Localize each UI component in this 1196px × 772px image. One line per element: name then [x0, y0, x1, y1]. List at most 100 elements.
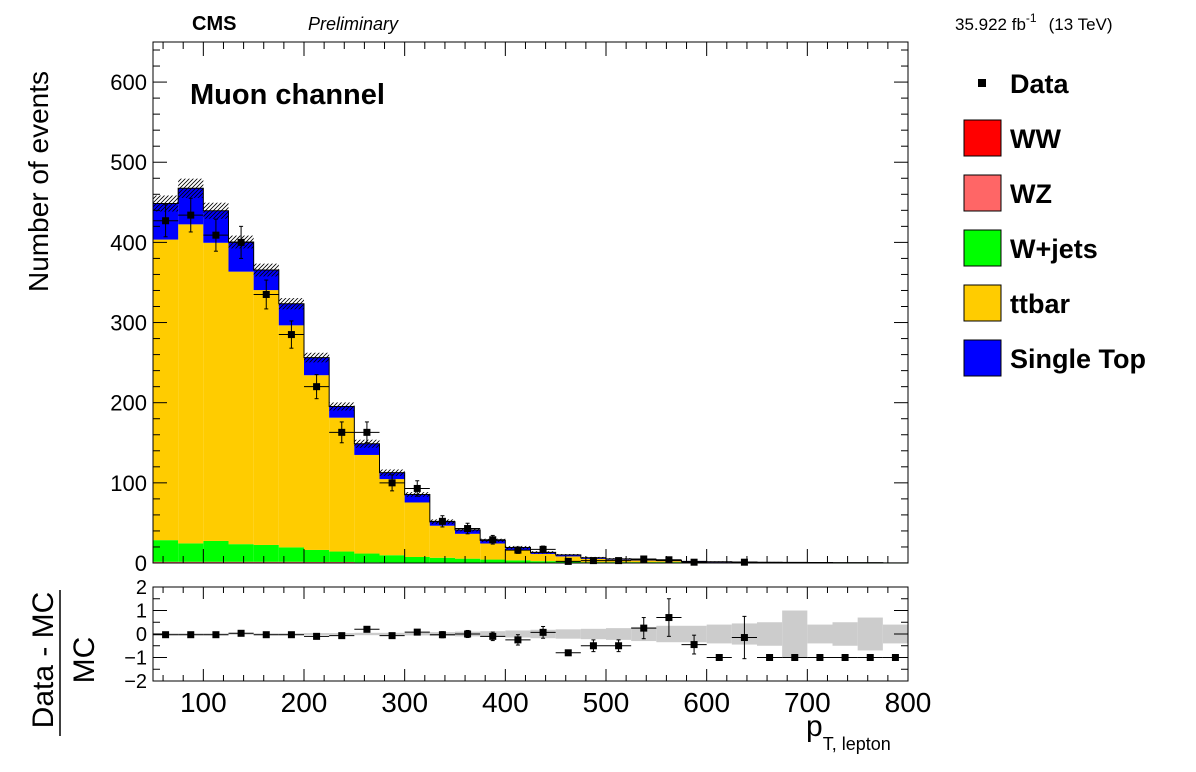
stack-bar-wz	[178, 561, 204, 563]
x-tick-label: 200	[281, 687, 328, 718]
data-point	[262, 290, 270, 298]
ratio-band-bin	[580, 628, 606, 640]
stack-bar-w-jets	[228, 544, 254, 562]
data-point	[489, 536, 497, 544]
stack-bar-w-jets	[404, 556, 430, 563]
data-point	[539, 545, 547, 553]
data-point	[187, 211, 195, 219]
x-axis-title: pT, lepton	[806, 710, 891, 754]
data-points	[153, 197, 757, 566]
data-point	[665, 556, 673, 564]
stack-bar-wz	[304, 561, 330, 563]
legend-marker-data	[978, 79, 986, 87]
stack-bar-w-jets	[480, 559, 506, 563]
uncertainty-hatch	[278, 298, 304, 310]
stack-bar-w-jets	[203, 540, 229, 562]
legend-label-ttbar: ttbar	[1010, 289, 1070, 319]
stack-bar-ttbar	[178, 224, 204, 544]
stack-bar-ttbar	[480, 543, 506, 560]
luminosity-exponent: -1	[1026, 11, 1037, 25]
stack-bar-w-jets	[455, 558, 481, 563]
ratio-band-bin	[681, 625, 707, 643]
ratio-uncertainty-band	[153, 610, 908, 658]
data-point	[287, 331, 295, 339]
ratio-point	[816, 654, 824, 661]
ratio-point	[464, 630, 472, 638]
legend-swatch-ww	[963, 119, 1002, 157]
ratio-y-tick-label: −2	[124, 671, 147, 693]
ratio-point	[262, 631, 270, 639]
legend-swatch-w-jets	[963, 229, 1002, 267]
legend-swatch-wz	[963, 174, 1002, 212]
ratio-point	[766, 654, 774, 661]
ratio-point	[841, 654, 849, 661]
stack-bar-wz	[329, 561, 355, 563]
stack-bar-w-jets	[379, 555, 405, 563]
main-plot: 0 100 200 300 400 500 600	[110, 41, 909, 576]
data-point	[589, 557, 597, 565]
y-axis-title: Number of events	[23, 71, 54, 292]
uncertainty-hatch	[203, 202, 229, 219]
legend-label-single-top: Single Top	[1010, 344, 1146, 374]
data-point	[363, 428, 371, 436]
legend: Data WW WZ W+jets ttbar Single Top	[963, 69, 1146, 377]
data-point	[313, 383, 321, 391]
data-point	[162, 217, 170, 225]
stack-bar-w-jets	[278, 547, 304, 562]
status-label: Preliminary	[308, 14, 399, 34]
legend-label-data: Data	[1010, 69, 1070, 99]
x-tick-label: 400	[482, 687, 529, 718]
stack-bar-ttbar	[379, 479, 405, 556]
y-tick-label: 200	[110, 391, 147, 416]
ratio-band-bin	[706, 624, 732, 644]
stack-bar-wz	[153, 561, 179, 563]
legend-swatch-single-top	[963, 339, 1002, 377]
ratio-y-tick-label: −1	[124, 648, 147, 670]
stack-bar-w-jets	[505, 560, 531, 563]
luminosity-label: 35.922 fb-1 (13 TeV)	[955, 11, 1113, 34]
stack-bar-ttbar	[530, 553, 556, 562]
stack-bar-w-jets	[153, 540, 179, 562]
ratio-point	[187, 631, 195, 639]
legend-label-w-jets: W+jets	[1010, 234, 1098, 264]
ratio-band-bin	[782, 610, 808, 658]
main-axis-ticks: 0 100 200 300 400 500 600	[110, 42, 909, 576]
ratio-band-bin	[606, 628, 632, 640]
ratio-point	[589, 642, 597, 650]
main-plot-frame	[152, 41, 909, 564]
stack-bar-w-jets	[354, 553, 380, 563]
stack-bar-ttbar	[304, 375, 330, 550]
stack-bar-ttbar	[404, 502, 430, 557]
x-tick-label: 100	[180, 687, 227, 718]
stack-bar-wz	[278, 561, 304, 563]
stack-bar-wz	[203, 561, 229, 563]
data-point	[237, 238, 245, 246]
legend-label-ww: WW	[1010, 124, 1061, 154]
ratio-y-tick-label: 0	[136, 624, 147, 646]
ratio-point	[665, 614, 673, 622]
y-tick-label: 300	[110, 311, 147, 336]
ratio-point	[690, 641, 698, 649]
stack-bar-ttbar	[203, 242, 229, 541]
ratio-point	[640, 624, 648, 632]
ratio-point	[413, 628, 421, 636]
ratio-point	[388, 632, 396, 640]
ratio-point	[615, 642, 623, 650]
x-tick-label: 700	[784, 687, 831, 718]
uncertainty-hatch	[329, 402, 355, 411]
ratio-point	[313, 632, 321, 640]
data-point	[740, 558, 748, 566]
legend-label-wz: WZ	[1010, 179, 1052, 209]
stack-bar-wz	[253, 561, 279, 563]
data-point	[514, 546, 522, 554]
experiment-label: CMS	[192, 13, 236, 35]
stack-bar-ttbar	[278, 325, 304, 548]
ratio-band-bin	[757, 622, 783, 646]
data-point	[640, 555, 648, 563]
channel-label: Muon channel	[190, 79, 385, 111]
data-point	[464, 525, 472, 533]
ratio-point	[866, 654, 874, 661]
ratio-point	[338, 632, 346, 640]
